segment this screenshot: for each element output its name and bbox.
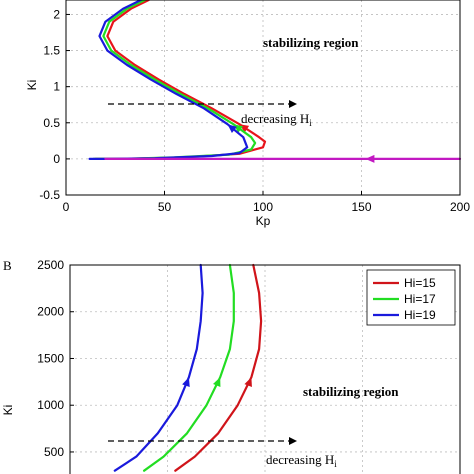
bottom-y-axis-label: Ki xyxy=(1,405,15,416)
top-decreasing-label: decreasing Hi xyxy=(241,111,312,128)
bottom-grid xyxy=(70,265,460,474)
bottom-series-group xyxy=(113,263,263,472)
top-y-tick-label: 0.5 xyxy=(43,116,60,130)
top-y-tick-label: 1.5 xyxy=(43,44,60,58)
top-y-tick-label: -0.5 xyxy=(39,188,60,202)
bottom-decreasing-text: decreasing H xyxy=(266,452,334,467)
top-stabilizing-region-label: stabilizing region xyxy=(263,35,359,50)
top-y-tick-label: 0 xyxy=(53,152,60,166)
top-x-tick-label: 100 xyxy=(253,200,273,214)
bottom-y-tick-label: 500 xyxy=(44,445,64,459)
top-x-tick-label: 200 xyxy=(450,200,470,214)
legend: Hi=15 Hi=17 Hi=19 xyxy=(366,269,456,326)
bottom-decreasing-label: decreasing Hi xyxy=(266,452,337,469)
bottom-tick-labels: 500 1000 1500 2000 2500 xyxy=(37,258,64,459)
legend-label: Hi=17 xyxy=(404,292,436,306)
legend-label: Hi=19 xyxy=(404,308,436,322)
top-ticks xyxy=(65,13,461,196)
bottom-y-tick-label: 2500 xyxy=(37,258,64,272)
bottom-series-arrow-1 xyxy=(213,377,221,388)
panel-label-b: B xyxy=(3,258,12,273)
top-x-axis-label: Kp xyxy=(256,214,271,228)
top-series-arrow-1 xyxy=(233,124,244,133)
top-series-line-2 xyxy=(88,0,249,160)
bottom-y-tick-label: 1000 xyxy=(37,398,64,412)
bottom-series-line-0 xyxy=(174,263,263,472)
top-x-tick-label: 50 xyxy=(158,200,172,214)
top-series-arrow-3 xyxy=(365,154,375,163)
top-y-tick-label: 2 xyxy=(53,7,60,21)
bottom-chart: B 500 1000 1500 2000 2500 Ki stabilizing reg… xyxy=(1,258,461,474)
top-x-tick-label: 0 xyxy=(63,200,70,214)
top-plot-background xyxy=(66,0,460,195)
bottom-y-tick-label: 1500 xyxy=(37,351,64,365)
bottom-series-arrow-2 xyxy=(182,377,190,388)
bottom-decreasing-subscript: i xyxy=(334,459,337,469)
top-series-arrow-2 xyxy=(227,124,237,134)
top-series-group xyxy=(88,0,462,163)
bottom-stabilizing-region-label: stabilizing region xyxy=(303,384,399,399)
top-x-tick-label: 150 xyxy=(351,200,371,214)
bottom-y-tick-label: 2000 xyxy=(37,305,64,319)
bottom-ticks xyxy=(70,264,74,453)
top-y-tick-label: 1 xyxy=(53,80,60,94)
top-chart: 0 50 100 150 200-0.500.511.52 Kp Ki stabiliz… xyxy=(25,0,470,228)
top-decreasing-subscript: i xyxy=(309,118,312,128)
bottom-plot-frame xyxy=(69,264,461,474)
top-tick-labels: 0 50 100 150 200-0.500.511.52 xyxy=(39,7,470,214)
top-decreasing-text: decreasing H xyxy=(241,111,309,126)
bottom-series-arrow-0 xyxy=(244,377,252,388)
legend-label: Hi=15 xyxy=(404,276,436,290)
top-y-axis-label: Ki xyxy=(25,80,39,91)
